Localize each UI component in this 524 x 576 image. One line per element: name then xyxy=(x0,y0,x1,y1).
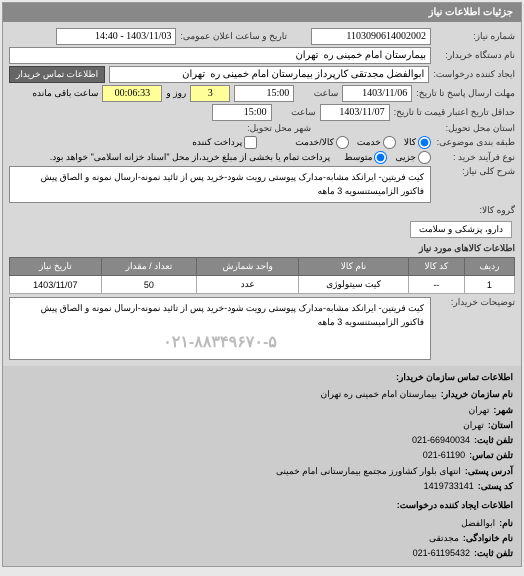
contact-section: اطلاعات تماس سازمان خریدار: نام سازمان خ… xyxy=(3,366,521,566)
th-qty: تعداد / مقدار xyxy=(101,258,196,276)
fax-value: 021-61190 xyxy=(423,448,465,463)
credit-date-input[interactable] xyxy=(320,104,390,121)
days-label: روز و xyxy=(166,88,186,99)
buy-type-label: نوع فرآیند خرید : xyxy=(435,152,515,163)
deadline-send-label: مهلت ارسال پاسخ تا تاریخ: xyxy=(416,88,515,99)
fax-label: تلفن تماس: xyxy=(469,448,513,463)
postal-label: کد پستی: xyxy=(478,479,513,494)
desc-label: توضیحات خریدار: xyxy=(435,297,515,308)
province-contact-label: استان: xyxy=(488,418,513,433)
radio-low[interactable]: جزیی xyxy=(395,151,431,164)
city-label: شهر محل تحویل: xyxy=(231,123,311,134)
buy-type-radio-group: جزیی متوسط xyxy=(344,151,431,164)
postal-value: 1419733141 xyxy=(424,479,474,494)
announce-label: تاریخ و ساعت اعلان عمومی: xyxy=(180,31,287,42)
subject-label: طبقه بندی موضوعی: xyxy=(435,137,515,148)
td-code: -- xyxy=(408,276,464,294)
th-code: کد کالا xyxy=(408,258,464,276)
contact-header-2: اطلاعات ایجاد کننده درخواست: xyxy=(11,498,513,513)
buyer-desc-box: کیت فریتین- ایرانکد مشابه-مدارک پیوستی ر… xyxy=(9,297,431,360)
device-label: نام دستگاه خریدار: xyxy=(435,50,515,61)
countdown-days-input xyxy=(190,85,230,102)
req-no-label: شماره نیاز: xyxy=(435,31,515,42)
radio-med[interactable]: متوسط xyxy=(344,151,387,164)
subject-radio-group: کالا خدمت کالا/خدمت پرداخت کننده xyxy=(192,136,431,149)
general-desc-label: شرح کلی نیاز: xyxy=(435,166,515,177)
org-label: نام سازمان خریدار: xyxy=(441,387,513,402)
needed-goods-label: اطلاعات کالاهای مورد نیاز xyxy=(419,243,515,254)
radio-goods[interactable]: کالا xyxy=(404,136,431,149)
lname-value: مجدتقی xyxy=(429,531,459,546)
deadline-date-input[interactable] xyxy=(342,85,412,102)
form-section: شماره نیاز: تاریخ و ساعت اعلان عمومی: نا… xyxy=(3,22,521,366)
td-date: 1403/11/07 xyxy=(10,276,102,294)
time-label-1: ساعت xyxy=(298,88,338,99)
org-value: بیمارستان امام خمینی ره تهران xyxy=(321,387,437,402)
name-value: ابوالفضل xyxy=(461,516,495,531)
remaining-label: ساعت باقی مانده xyxy=(32,88,98,99)
td-name: کیت سیتولوژی xyxy=(299,276,409,294)
general-desc-box: کیت فریتین- ایرانکد مشابه-مدارک پیوستی ر… xyxy=(9,166,431,203)
buy-note: پرداخت تمام یا بخشی از مبلغ خرید،از محل … xyxy=(50,152,330,163)
contact-buyer-button[interactable]: اطلاعات تماس خریدار xyxy=(9,66,105,83)
announce-input[interactable] xyxy=(56,28,176,45)
td-qty: 50 xyxy=(101,276,196,294)
creator-input[interactable] xyxy=(109,66,429,83)
goods-table: ردیف کد کالا نام کالا واحد شمارش تعداد /… xyxy=(9,257,515,294)
th-date: تاریخ نیاز xyxy=(10,258,102,276)
table-row[interactable]: 1 -- کیت سیتولوژی عدد 50 1403/11/07 xyxy=(10,276,515,294)
countdown-time-input xyxy=(102,85,162,102)
watermark-number: ۰۲۱-۸۸۳۴۹۶۷۰-۵ xyxy=(16,331,424,355)
province-label: استان محل تحویل: xyxy=(435,123,515,134)
creator-label: ایجاد کننده درخواست: xyxy=(433,69,515,80)
deadline-time-input[interactable] xyxy=(234,85,294,102)
panel-title: جزئیات اطلاعات نیاز xyxy=(3,3,521,22)
credit-time-input[interactable] xyxy=(212,104,272,121)
th-row: ردیف xyxy=(464,258,514,276)
address-value: انتهای بلوار کشاورز مجتمع بیمارستانی اما… xyxy=(276,464,461,479)
province-value: تهران xyxy=(463,418,484,433)
city-contact-label: شهر: xyxy=(493,403,513,418)
device-input[interactable] xyxy=(9,47,431,64)
goods-group-label: گروه کالا: xyxy=(435,205,515,216)
table-header-row: ردیف کد کالا نام کالا واحد شمارش تعداد /… xyxy=(10,258,515,276)
credit-label: حداقل تاریخ اعتبار قیمت تا تاریخ: xyxy=(394,107,515,118)
name-label: نام: xyxy=(499,516,513,531)
td-row: 1 xyxy=(464,276,514,294)
th-name: نام کالا xyxy=(299,258,409,276)
city-value: تهران xyxy=(469,403,490,418)
td-unit: عدد xyxy=(197,276,299,294)
address-label: آدرس پستی: xyxy=(465,464,513,479)
radio-goods-service[interactable]: کالا/خدمت xyxy=(295,136,349,149)
time-label-2: ساعت xyxy=(276,107,316,118)
check-payer[interactable]: پرداخت کننده xyxy=(192,136,257,149)
req-no-input[interactable] xyxy=(311,28,431,45)
phone-label: تلفن ثابت: xyxy=(474,433,513,448)
contact-header: اطلاعات تماس سازمان خریدار: xyxy=(11,370,513,385)
th-unit: واحد شمارش xyxy=(197,258,299,276)
radio-service[interactable]: خدمت xyxy=(357,136,396,149)
phone2-label: تلفن ثابت: xyxy=(474,546,513,561)
goods-group-chip: دارو، پزشکی و سلامت xyxy=(410,221,512,238)
phone-value: 021-66940034 xyxy=(412,433,470,448)
phone2-value: 021-61195432 xyxy=(413,546,470,561)
details-panel: جزئیات اطلاعات نیاز شماره نیاز: تاریخ و … xyxy=(2,2,522,567)
lname-label: نام خانوادگی: xyxy=(463,531,513,546)
